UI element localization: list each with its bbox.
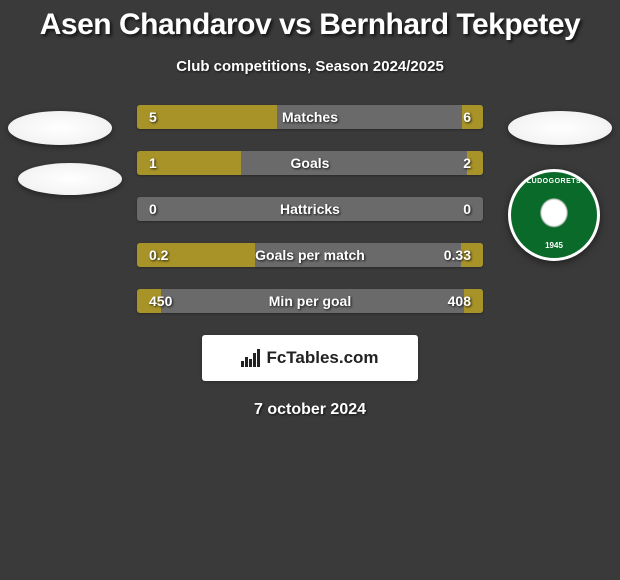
stat-row: 450 Min per goal 408 <box>137 289 483 313</box>
date-line: 7 october 2024 <box>0 401 620 419</box>
stat-value-left: 1 <box>149 155 157 171</box>
comparison-area: LUDOGORETS 1945 5 Matches 6 1 Goals 2 0 Hattric… <box>0 105 620 313</box>
stat-label: Goals <box>291 155 330 171</box>
stat-value-right: 0.33 <box>444 247 471 263</box>
club-year: 1945 <box>545 241 563 250</box>
stat-row: 1 Goals 2 <box>137 151 483 175</box>
stat-value-left: 450 <box>149 293 172 309</box>
subtitle: Club competitions, Season 2024/2025 <box>0 58 620 75</box>
club-badge-right: LUDOGORETS 1945 <box>508 169 600 261</box>
stat-value-left: 0 <box>149 201 157 217</box>
stat-row: 5 Matches 6 <box>137 105 483 129</box>
stat-bar-left <box>137 105 277 129</box>
stat-value-right: 408 <box>448 293 471 309</box>
stat-value-left: 0.2 <box>149 247 168 263</box>
player-right-photo <box>508 111 612 145</box>
player-left-photo <box>8 111 112 145</box>
logo-text: FcTables.com <box>266 348 378 368</box>
page-title: Asen Chandarov vs Bernhard Tekpetey <box>0 8 620 42</box>
stat-value-right: 0 <box>463 201 471 217</box>
chart-icon <box>241 349 260 367</box>
stat-label: Min per goal <box>269 293 351 309</box>
stat-label: Goals per match <box>255 247 365 263</box>
stat-value-right: 2 <box>463 155 471 171</box>
stat-value-right: 6 <box>463 109 471 125</box>
stat-row: 0 Hattricks 0 <box>137 197 483 221</box>
club-name: LUDOGORETS <box>527 178 581 185</box>
stat-value-left: 5 <box>149 109 157 125</box>
fctables-logo: FcTables.com <box>202 335 418 381</box>
comparison-bars: 5 Matches 6 1 Goals 2 0 Hattricks 0 0.2 Goals per … <box>137 105 483 313</box>
stat-row: 0.2 Goals per match 0.33 <box>137 243 483 267</box>
stat-label: Hattricks <box>280 201 340 217</box>
stat-label: Matches <box>282 109 338 125</box>
player-left-photo-2 <box>18 163 122 195</box>
club-eagle-icon <box>530 196 578 238</box>
